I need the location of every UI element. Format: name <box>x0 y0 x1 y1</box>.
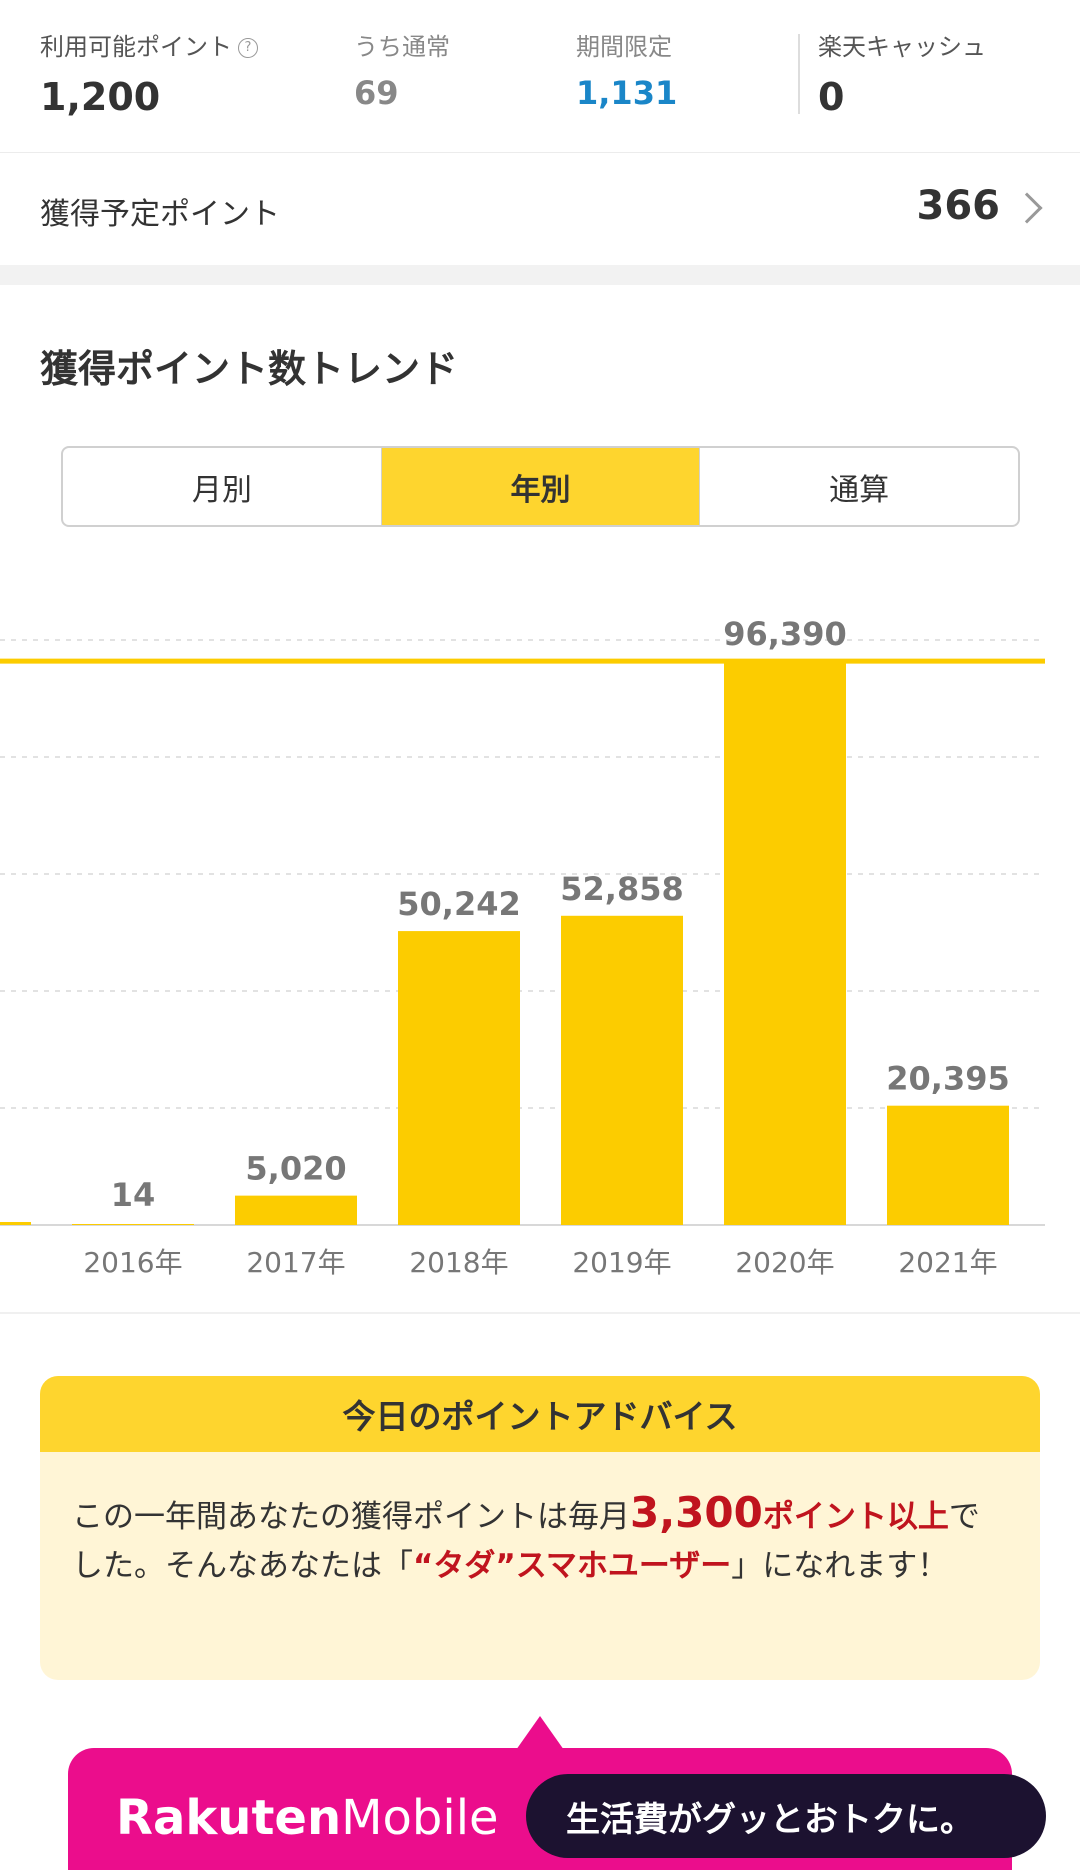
normal-points-label: うち通常 <box>354 33 450 61</box>
chart-bar <box>72 1224 194 1225</box>
available-points-label: 利用可能ポイント <box>40 33 232 61</box>
available-points-value: 1,200 <box>40 75 161 119</box>
rakuten-mobile-banner[interactable]: RakutenMobile 生活費がグッとおトクに。 <box>68 1748 1046 1870</box>
data-label: 14 <box>111 1176 156 1214</box>
chart-bar <box>887 1105 1009 1225</box>
chart-bar <box>235 1195 357 1225</box>
points-summary: 利用可能ポイント? 1,200 うち通常 69 期間限定 1,131 楽天キャッ… <box>0 0 1080 153</box>
available-points: 利用可能ポイント? 1,200 <box>40 30 258 120</box>
section-separator <box>0 265 1080 285</box>
chart-bar <box>0 1222 31 1225</box>
banner-tagline: 生活費がグッとおトクに。 <box>526 1774 1046 1858</box>
chart-bar <box>561 915 683 1225</box>
help-icon[interactable]: ? <box>238 38 258 58</box>
x-tick-label: 2020年 <box>735 1246 834 1279</box>
rakuten-cash-value: 0 <box>818 75 845 119</box>
data-label: 50,242 <box>397 885 520 923</box>
rakuten-cash-label: 楽天キャッシュ <box>818 33 986 61</box>
summary-divider <box>798 34 800 114</box>
period-tabs: 月別 年別 通算 <box>61 446 1020 527</box>
tab-monthly[interactable]: 月別 <box>191 472 252 508</box>
advice-text-part3: 」になれます！ <box>731 1548 949 1584</box>
chart-bar <box>398 931 520 1225</box>
chevron-right-icon <box>1011 192 1043 224</box>
limited-points-label: 期間限定 <box>576 33 672 61</box>
advice-highlight: “タダ”スマホユーザー <box>413 1548 732 1584</box>
chart-section-divider <box>0 1312 1080 1314</box>
advice-amount: 3,300 <box>630 1488 763 1537</box>
x-tick-label: 2017年 <box>246 1246 345 1279</box>
tab-yearly[interactable]: 年別 <box>380 448 700 525</box>
data-label: 52,858 <box>560 870 683 908</box>
x-tick-label: 2021年 <box>898 1246 997 1279</box>
x-tick-label: 2019年 <box>572 1246 671 1279</box>
advice-text-part2: でした。そんなあなたは「 <box>72 1499 980 1584</box>
limited-points-value: 1,131 <box>576 74 678 112</box>
pending-points-label: 獲得予定ポイント <box>40 197 280 232</box>
data-label: 96,390 <box>723 615 846 653</box>
data-label: 5,020 <box>245 1150 346 1188</box>
banner-pointer <box>516 1716 564 1750</box>
pending-points-row[interactable]: 獲得予定ポイント 366 <box>0 153 1080 265</box>
normal-points-value: 69 <box>354 74 399 112</box>
trend-title: 獲得ポイント数トレンド <box>40 347 459 391</box>
advice-amount-suffix: ポイント以上 <box>762 1499 949 1535</box>
advice-card: 今日のポイントアドバイス この一年間あなたの獲得ポイントは毎月3,300ポイント… <box>40 1376 1040 1680</box>
rakuten-mobile-logo: RakutenMobile <box>116 1790 499 1846</box>
chart-bar <box>724 661 846 1225</box>
x-tick-label: 2018年 <box>409 1246 508 1279</box>
x-tick-label: 2016年 <box>83 1246 182 1279</box>
advice-text: この一年間あなたの獲得ポイントは毎月3,300ポイント以上でした。そんなあなたは… <box>40 1452 1040 1591</box>
points-trend-chart: 年142016年5,0202017年50,2422018年52,8582019年… <box>0 615 1045 1279</box>
rakuten-cash: 楽天キャッシュ 0 <box>818 30 986 120</box>
pending-points-value: 366 <box>916 183 1001 229</box>
advice-heading: 今日のポイントアドバイス <box>40 1376 1040 1452</box>
normal-points: うち通常 69 <box>354 30 450 116</box>
limited-points: 期間限定 1,131 <box>576 30 677 116</box>
tab-total[interactable]: 通算 <box>699 448 1018 525</box>
data-label: 20,395 <box>886 1060 1009 1098</box>
advice-text-part1: この一年間あなたの獲得ポイントは毎月 <box>72 1499 630 1535</box>
